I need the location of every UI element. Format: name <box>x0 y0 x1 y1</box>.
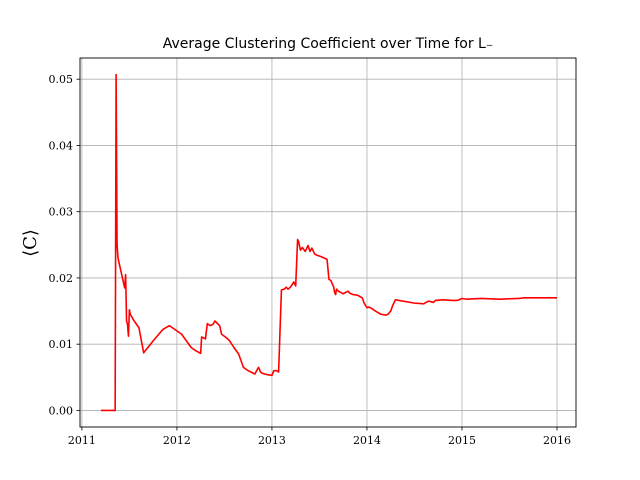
series-line-0 <box>100 73 557 412</box>
line-layer <box>100 73 557 412</box>
x-tick-label: 2016 <box>543 434 571 447</box>
x-axis: 2011 2012 2013 2014 2015 2016 <box>68 427 571 447</box>
x-tick-label: 2013 <box>258 434 286 447</box>
chart-title: Average Clustering Coefficient over Time… <box>163 36 494 52</box>
grid <box>80 58 576 427</box>
y-tick-label: 0.02 <box>49 272 74 285</box>
plot-frame <box>79 57 577 428</box>
x-tick-label: 2014 <box>353 434 381 447</box>
x-tick-label: 2011 <box>68 434 96 447</box>
x-tick-label: 2012 <box>163 434 191 447</box>
y-tick-label: 0.01 <box>49 338 74 351</box>
y-tick-label: 0.04 <box>49 139 74 152</box>
y-axis-label: ⟨C⟩ <box>20 229 41 257</box>
y-tick-label: 0.00 <box>49 404 74 417</box>
y-tick-label: 0.05 <box>49 73 74 86</box>
y-axis: 0.00 0.01 0.02 0.03 0.04 0.05 <box>49 73 80 417</box>
y-tick-label: 0.03 <box>49 206 74 219</box>
x-tick-label: 2015 <box>448 434 476 447</box>
